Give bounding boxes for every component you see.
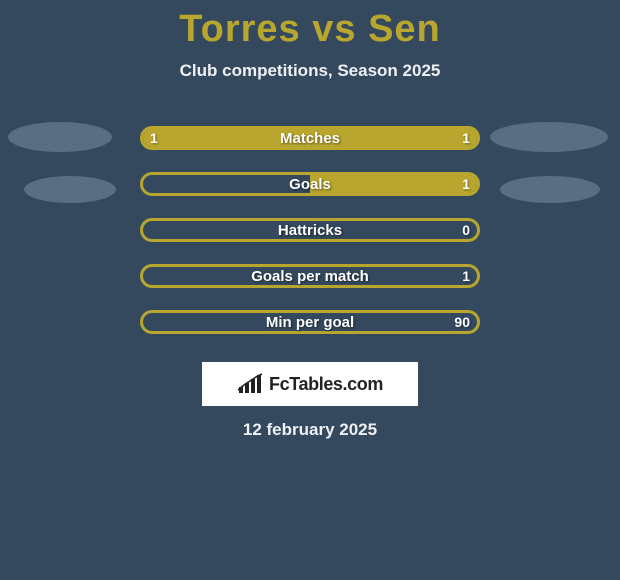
- stat-track: [140, 126, 480, 150]
- stat-row: Min per goal90: [140, 310, 480, 334]
- avatar-ellipse: [500, 176, 600, 203]
- brand-logo: FcTables.com: [202, 362, 418, 406]
- page-title: Torres vs Sen: [0, 0, 620, 51]
- stat-track: [140, 172, 480, 196]
- stat-row: Goals per match1: [140, 264, 480, 288]
- avatar-ellipse: [8, 122, 112, 152]
- subtitle: Club competitions, Season 2025: [0, 61, 620, 81]
- stat-row: Goals1: [140, 172, 480, 196]
- avatar-ellipse: [490, 122, 608, 152]
- avatar-ellipse: [24, 176, 116, 203]
- stat-track: [140, 310, 480, 334]
- stat-rows: Matches11 Goals1 Hattricks0 Goals per match…: [140, 126, 480, 356]
- stat-row: Matches11: [140, 126, 480, 150]
- stat-fill-right: [310, 129, 477, 147]
- stat-track: [140, 218, 480, 242]
- bar-chart-icon: [237, 373, 263, 395]
- stat-fill-right: [310, 175, 477, 193]
- stat-track: [140, 264, 480, 288]
- stat-fill-left: [143, 129, 310, 147]
- date-label: 12 february 2025: [0, 420, 620, 440]
- brand-logo-text: FcTables.com: [269, 374, 383, 395]
- stat-row: Hattricks0: [140, 218, 480, 242]
